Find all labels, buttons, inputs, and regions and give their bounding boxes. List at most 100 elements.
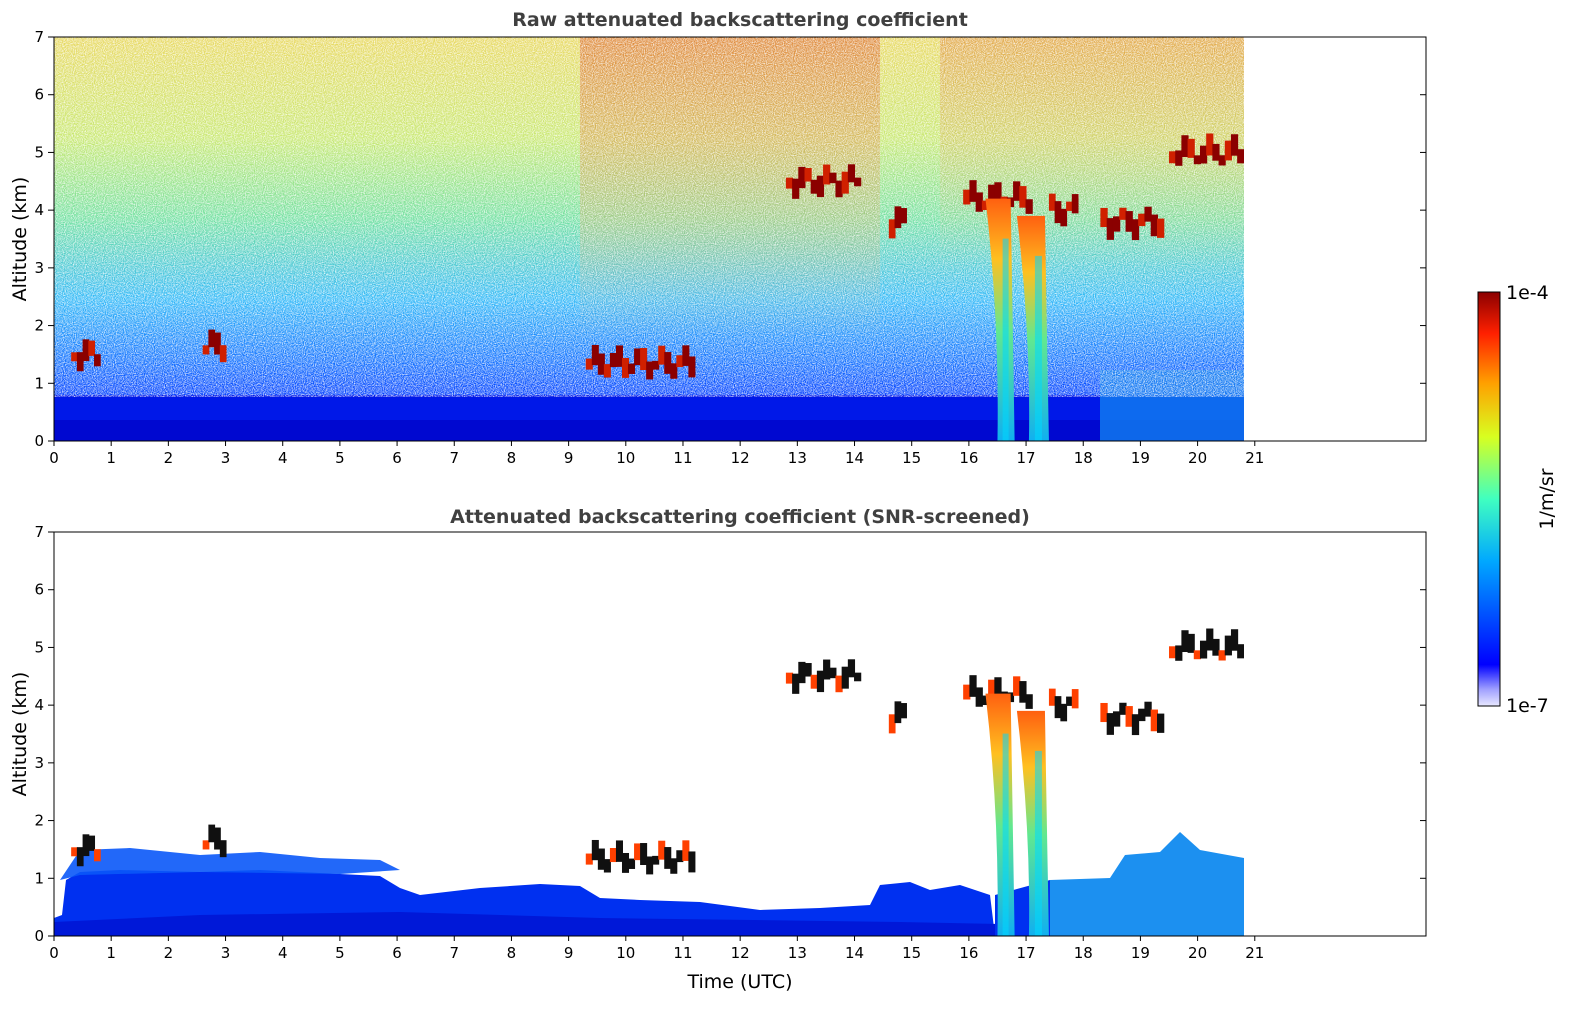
cloud-segment: [658, 840, 666, 860]
cloud-segment: [1138, 213, 1146, 227]
cloud-segment: [1157, 713, 1165, 733]
x-tick-label: 8: [507, 449, 517, 467]
x-tick-label: 15: [902, 449, 921, 467]
cloud-segment: [1181, 630, 1189, 653]
cloud-segment: [615, 345, 623, 367]
cloud-segment: [1169, 646, 1177, 659]
cloud-segment: [969, 180, 977, 202]
cloud-segment: [1230, 629, 1239, 651]
cloud-segment: [1206, 628, 1214, 651]
cloud-segment: [609, 353, 617, 368]
x-tick-label: 17: [1017, 449, 1036, 467]
x-tick-label: 6: [392, 449, 402, 467]
cloud-segment: [1048, 688, 1056, 706]
cloud-segment: [615, 840, 623, 862]
cloud-segment: [603, 364, 611, 378]
x-tick-label: 9: [564, 449, 574, 467]
cloud-segment: [214, 827, 221, 850]
cloud-segment: [1187, 138, 1195, 158]
cloud-segment: [804, 663, 812, 677]
cloud-segment: [1144, 206, 1152, 222]
x-tick-label: 18: [1074, 449, 1093, 467]
cloud-segment: [1112, 711, 1121, 727]
cloud-segment: [1212, 638, 1220, 656]
cloud-segment: [664, 847, 672, 869]
x-axis-label: Time (UTC): [686, 971, 792, 993]
cloud-segment: [816, 175, 825, 198]
cloud-segment: [670, 858, 678, 874]
precip-shaft-core: [1034, 750, 1042, 936]
cloud-segment: [1224, 635, 1232, 656]
y-axis-label: Altitude (km): [9, 672, 31, 797]
cloud-segment: [1119, 702, 1127, 715]
cloud-segment: [963, 684, 971, 700]
cloud-segment: [1237, 644, 1244, 659]
colorbar-max-label: 1e-4: [1506, 282, 1549, 304]
y-axis-label: Altitude (km): [9, 177, 31, 302]
cloud-segment: [1181, 135, 1189, 158]
x-tick-label: 3: [221, 944, 231, 962]
x-tick-label: 9: [564, 944, 574, 962]
axes-ticks: 0 1 2 3 4 5 6 7 8 9 10 11 12 13 14 15 16 17 18 19 20 21012345…: [34, 28, 1426, 467]
y-tick-label: 6: [34, 581, 44, 599]
x-tick-label: 14: [845, 449, 864, 467]
cloud-segment: [1100, 702, 1108, 723]
cloud-segment: [628, 858, 636, 869]
cloud-segment: [219, 345, 227, 363]
cloud-segment: [1100, 207, 1108, 228]
cloud-segment: [652, 855, 660, 865]
x-tick-label: 7: [449, 449, 459, 467]
cloud-segment: [894, 206, 902, 229]
cloud-segment: [1131, 714, 1140, 736]
x-tick-label: 7: [449, 944, 459, 962]
cloud-segment: [847, 659, 856, 678]
x-tick-label: 5: [335, 449, 345, 467]
x-tick-label: 21: [1245, 449, 1264, 467]
cloud-segment: [664, 352, 672, 374]
precip-shaft-core: [1002, 733, 1009, 936]
cloud-segment: [94, 849, 101, 862]
cloud-segment: [1150, 709, 1159, 732]
x-tick-label: 8: [507, 944, 517, 962]
x-tick-label: 20: [1188, 449, 1207, 467]
cloud-segment: [1199, 145, 1208, 164]
cloud-segment: [1169, 151, 1177, 164]
cloud-segment: [94, 354, 101, 367]
x-tick-label: 20: [1188, 944, 1207, 962]
colorbar-min-label: 1e-7: [1506, 695, 1549, 717]
raw-backscatter-panel: Raw attenuated backscattering coefficien…: [9, 9, 1427, 467]
y-tick-label: 0: [34, 927, 44, 945]
cloud-segment: [1193, 650, 1201, 660]
x-tick-label: 0: [49, 944, 59, 962]
x-tick-label: 0: [49, 449, 59, 467]
cloud-segment: [1066, 201, 1073, 211]
cloud-segment: [835, 675, 843, 693]
cloud-segment: [628, 363, 636, 374]
cloud-segment: [634, 843, 642, 861]
cloud-segment: [1230, 134, 1239, 156]
y-tick-label: 5: [34, 143, 44, 161]
cloud-segment: [888, 714, 896, 734]
cloud-segment: [894, 701, 902, 724]
cloud-segment: [823, 164, 831, 185]
cloud-segment: [688, 851, 696, 873]
cloud-segment: [1066, 696, 1073, 706]
cloud-segment: [1013, 676, 1021, 696]
cloud-segment: [988, 184, 996, 203]
x-tick-label: 1: [106, 449, 116, 467]
snr-late-bl: [1050, 832, 1244, 936]
cloud-segment: [640, 348, 648, 371]
cloud-segment: [1175, 645, 1183, 661]
colorbar-unit-label: 1/m/sr: [1536, 468, 1558, 529]
cloud-segment: [975, 192, 983, 212]
cloud-segment: [676, 850, 684, 863]
raw-surface-layer: [54, 420, 1244, 441]
axes-ticks: 0 1 2 3 4 5 6 7 8 9 10 11 12 13 14 15 16 17 18 19 20 21012345…: [34, 523, 1426, 962]
cloud-segment: [1060, 703, 1068, 722]
cloud-segment: [208, 329, 216, 348]
cloud-segment: [652, 360, 660, 370]
cloud-segment: [854, 672, 862, 682]
cloud-segment: [841, 666, 849, 689]
x-tick-label: 4: [278, 449, 288, 467]
cloud-segment: [963, 189, 971, 205]
